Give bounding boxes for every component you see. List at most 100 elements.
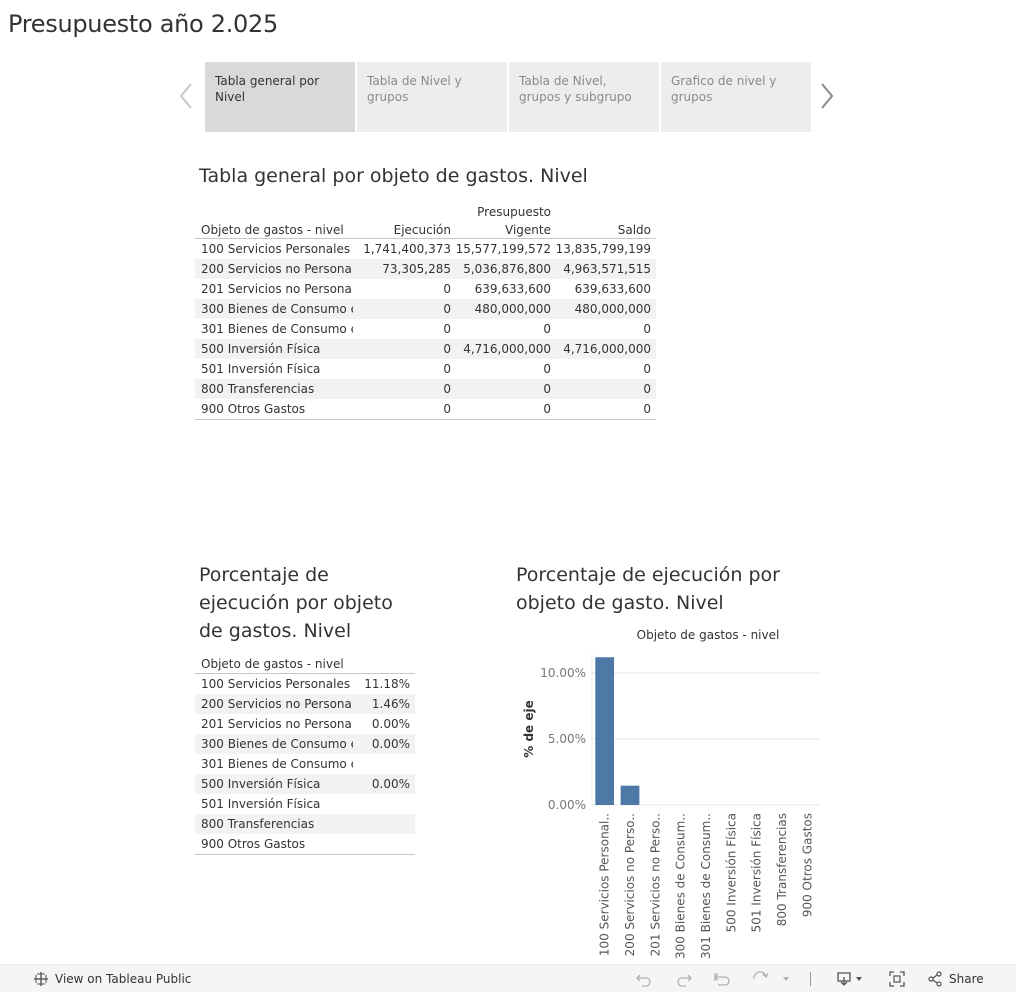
table-row[interactable]: 900 Otros Gastos	[195, 834, 415, 854]
header-objeto-de-gastos: Objeto de gastos - nivel	[201, 657, 344, 671]
cell-presupuesto: 5,036,876,800	[463, 262, 551, 276]
x-tick-label: 800 Transferencias	[775, 813, 789, 926]
cell-name: 900 Otros Gastos	[201, 837, 306, 851]
table-bottom-border	[195, 854, 415, 855]
cell-saldo: 480,000,000	[574, 302, 651, 316]
view-on-tableau-public-link[interactable]: View on Tableau Public	[33, 965, 191, 992]
cell-saldo: 4,716,000,000	[563, 342, 651, 356]
cell-name: 201 Servicios no Personal..	[201, 282, 353, 296]
tab-tabla-de-nivel-y-grupos[interactable]: Tabla de Nivel y grupos	[357, 62, 507, 132]
cell-name: 300 Bienes de Consumo e ..	[201, 737, 353, 751]
tableau-toolbar: View on Tableau Public Share	[0, 964, 1016, 992]
next-tab-arrow-icon[interactable]	[816, 78, 838, 114]
cell-ejecucion: 0	[443, 282, 451, 296]
y-tick-label: 5.00%	[548, 732, 586, 746]
table-row[interactable]: 200 Servicios no Personal.. 73,305,285 5,0…	[195, 259, 656, 279]
tab-label: Grafico de nivel y grupos	[671, 74, 777, 104]
cell-percentage: 11.18%	[364, 677, 410, 691]
cell-ejecucion: 0	[443, 302, 451, 316]
cell-name: 800 Transferencias	[201, 817, 315, 831]
x-tick-label: 501 Inversión Física	[750, 813, 764, 932]
download-icon[interactable]	[836, 965, 864, 992]
percentage-table: Objeto de gastos - nivel 100 Servicios P…	[195, 656, 415, 855]
table-row[interactable]: 900 Otros Gastos 0 0 0	[195, 399, 656, 419]
share-button[interactable]: Share	[927, 965, 984, 992]
cell-presupuesto: 0	[543, 322, 551, 336]
budget-table: Objeto de gastos - nivel Ejecución Presu…	[195, 204, 656, 420]
header-presupuesto-line2: Vigente	[505, 223, 551, 237]
cell-ejecucion: 0	[443, 342, 451, 356]
undo-icon[interactable]	[636, 965, 652, 992]
header-objeto-de-gastos: Objeto de gastos - nivel	[201, 223, 344, 237]
cell-presupuesto: 639,633,600	[474, 282, 551, 296]
toolbar-divider	[810, 965, 811, 992]
tab-label: Tabla de Nivel, grupos y subgrupo	[519, 74, 632, 104]
sheet-tabs-carousel: Tabla general por Nivel Tabla de Nivel y…	[175, 62, 840, 132]
y-axis-title: % de eje	[522, 700, 536, 758]
table-header: Objeto de gastos - nivel	[195, 656, 415, 674]
table-row[interactable]: 300 Bienes de Consumo e .. 0 480,000,000 48…	[195, 299, 656, 319]
table-row[interactable]: 201 Servicios no Personal.. 0 639,633,600 6…	[195, 279, 656, 299]
table-row[interactable]: 301 Bienes de Consumo e .. 0 0 0	[195, 319, 656, 339]
cell-percentage: 1.46%	[371, 697, 410, 711]
table-row[interactable]: 800 Transferencias	[195, 814, 415, 834]
cell-percentage: 0.00%	[371, 777, 410, 791]
cell-saldo: 0	[643, 362, 651, 376]
cell-presupuesto: 15,577,199,572	[455, 242, 551, 256]
cell-presupuesto: 0	[543, 382, 551, 396]
cell-name: 100 Servicios Personales	[201, 677, 351, 691]
redo-icon[interactable]	[676, 965, 692, 992]
tab-label: Tabla de Nivel y grupos	[367, 74, 462, 104]
chart-title: Porcentaje de ejecución por objeto de ga…	[516, 564, 780, 614]
page-title: Presupuesto año 2.025	[8, 10, 278, 38]
table-row[interactable]: 500 Inversión Física 0.00%	[195, 774, 415, 794]
revert-icon[interactable]	[714, 965, 730, 992]
cell-name: 501 Inversión Física	[201, 797, 321, 811]
cell-name: 500 Inversión Física	[201, 342, 321, 356]
cell-saldo: 639,633,600	[574, 282, 651, 296]
refresh-icon[interactable]	[752, 965, 770, 992]
table-row[interactable]: 500 Inversión Física 0 4,716,000,000 4,716,…	[195, 339, 656, 359]
download-dropdown-chevron-down-icon[interactable]	[854, 974, 864, 984]
cell-presupuesto: 0	[543, 402, 551, 416]
table-row[interactable]: 200 Servicios no Personal.. 1.46%	[195, 694, 415, 714]
execution-bar-chart: Objeto de gastos - nivel % de eje 0.00% 5.0…	[516, 625, 826, 959]
tab-grafico-de-nivel-y-grupos[interactable]: Grafico de nivel y grupos	[661, 62, 811, 132]
cell-name: 100 Servicios Personales	[201, 242, 351, 256]
refresh-dropdown-chevron-down-icon[interactable]	[781, 965, 791, 992]
cell-name: 900 Otros Gastos	[201, 402, 306, 416]
x-tick-label: 900 Otros Gastos	[800, 813, 814, 917]
cell-ejecucion: 1,741,400,373	[363, 242, 451, 256]
table-row[interactable]: 100 Servicios Personales 11.18%	[195, 674, 415, 694]
share-label: Share	[949, 971, 984, 986]
cell-ejecucion: 0	[443, 322, 451, 336]
previous-tab-arrow-icon[interactable]	[175, 78, 197, 114]
cell-name: 500 Inversión Física	[201, 777, 321, 791]
table-row[interactable]: 301 Bienes de Consumo e ..	[195, 754, 415, 774]
fullscreen-icon[interactable]	[889, 965, 905, 992]
table-row[interactable]: 501 Inversión Física 0 0 0	[195, 359, 656, 379]
table-row[interactable]: 201 Servicios no Personal.. 0.00%	[195, 714, 415, 734]
cell-ejecucion: 0	[443, 362, 451, 376]
header-saldo: Saldo	[617, 223, 651, 237]
table-bottom-border	[195, 419, 656, 420]
table-row[interactable]: 100 Servicios Personales 1,741,400,373 15,…	[195, 239, 656, 259]
cell-name: 800 Transferencias	[201, 382, 315, 396]
tab-tabla-de-nivel-grupos-y-subgrupo[interactable]: Tabla de Nivel, grupos y subgrupo	[509, 62, 659, 132]
cell-percentage: 0.00%	[371, 737, 410, 751]
cell-name: 300 Bienes de Consumo e ..	[201, 302, 353, 316]
tab-tabla-general-por-nivel[interactable]: Tabla general por Nivel	[205, 62, 355, 132]
x-tick-label: 200 Servicios no Perso..	[623, 813, 637, 956]
cell-name: 200 Servicios no Personal..	[201, 697, 353, 711]
bar	[620, 785, 640, 805]
table-row[interactable]: 300 Bienes de Consumo e .. 0.00%	[195, 734, 415, 754]
cell-saldo: 0	[643, 382, 651, 396]
chart-canvas: Objeto de gastos - nivel % de eje 0.00% 5.0…	[522, 628, 820, 959]
table-row[interactable]: 800 Transferencias 0 0 0	[195, 379, 656, 399]
cell-ejecucion: 73,305,285	[382, 262, 451, 276]
table-row[interactable]: 501 Inversión Física	[195, 794, 415, 814]
table1-title: Tabla general por objeto de gastos. Nive…	[199, 165, 588, 187]
y-tick-label: 0.00%	[548, 798, 586, 812]
cell-presupuesto: 0	[543, 362, 551, 376]
cell-name: 501 Inversión Física	[201, 362, 321, 376]
